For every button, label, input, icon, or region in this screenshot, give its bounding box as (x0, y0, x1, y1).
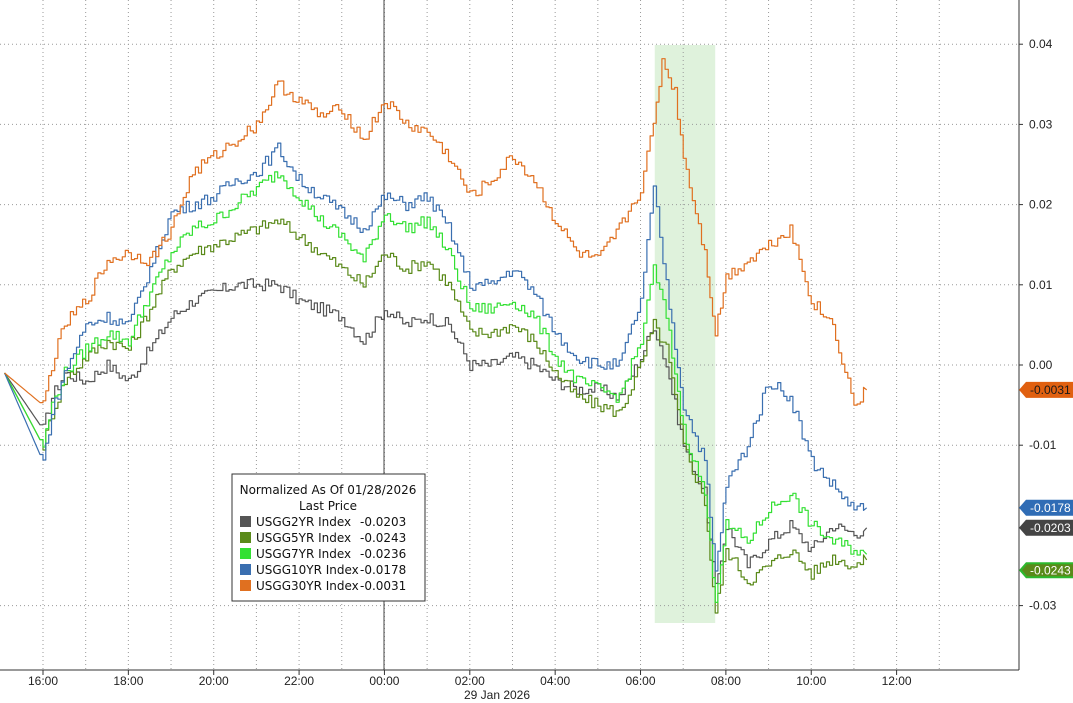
legend-items: USGG2YR Index -0.0203 USGG5YR Index -0.0243… (240, 515, 406, 593)
x-tick-label: 22:00 (284, 674, 314, 688)
y-tick-label: 0.03 (1029, 117, 1053, 131)
series-line-usgg30yr (4, 58, 868, 406)
last-price-tag: -0.0031 (1019, 381, 1073, 398)
highlight-band (654, 45, 716, 623)
legend-series-name: USGG10YR Index (256, 563, 359, 577)
y-tick-labels: 0.04 0.03 0.02 0.01 0.00 -0.01 -0.03 (1019, 37, 1057, 613)
last-price-tag-shape (1019, 499, 1073, 516)
legend-title: Normalized As Of 01/28/2026 (240, 483, 417, 497)
y-tick-label: 0.04 (1029, 37, 1053, 51)
y-tick-label: 0.00 (1029, 358, 1053, 372)
x-tick-label: 20:00 (199, 674, 229, 688)
last-price-tag-shape (1019, 381, 1073, 398)
legend-series-value: -0.0203 (360, 515, 406, 529)
x-tick-label: 12:00 (882, 674, 912, 688)
legend-series-name: USGG2YR Index (256, 515, 351, 529)
legend-series-value: -0.0243 (360, 531, 406, 545)
last-price-tag-shape (1019, 519, 1073, 536)
legend: Normalized As Of 01/28/2026 Last Price U… (231, 473, 426, 602)
legend-item: USGG2YR Index -0.0203 (240, 515, 406, 529)
legend-item: USGG7YR Index -0.0236 (240, 547, 406, 561)
x-tick-label: 00:00 (369, 674, 399, 688)
legend-series-value: -0.0236 (360, 547, 406, 561)
y-tick-label: 0.02 (1029, 198, 1053, 212)
last-price-tag: -0.0178 (1019, 499, 1073, 516)
y-tick-label: -0.03 (1029, 599, 1057, 613)
last-price-tags: -0.0031 -0.0178 -0.0203 -0.0243 (1019, 381, 1073, 579)
x-tick-label: 18:00 (113, 674, 143, 688)
legend-swatch (240, 516, 251, 527)
last-price-tag: -0.0243 (1019, 562, 1073, 579)
last-price-tag-label: -0.0178 (1030, 501, 1071, 515)
last-price-tag-label: -0.0203 (1030, 521, 1071, 535)
last-price-tag: -0.0203 (1019, 519, 1073, 536)
last-price-tag-inner (1022, 564, 1073, 577)
series-lines (4, 58, 868, 614)
y-tick-label: -0.01 (1029, 438, 1057, 452)
x-tick-label: 10:00 (796, 674, 826, 688)
legend-swatch (240, 532, 251, 543)
axes (0, 0, 1020, 671)
x-tick-labels: 16:00 18:00 20:00 22:00 00:00 02:00 04:00 06:00… (28, 670, 912, 688)
x-tick-label: 16:00 (28, 674, 58, 688)
legend-subtitle: Last Price (299, 499, 357, 513)
legend-swatch (240, 580, 251, 591)
legend-swatch (240, 564, 251, 575)
date-label: 29 Jan 2026 (464, 688, 530, 702)
y-tick-label: 0.01 (1029, 278, 1053, 292)
x-tick-label: 02:00 (455, 674, 485, 688)
legend-series-value: -0.0031 (360, 579, 406, 593)
series-line-usgg10yr (4, 142, 868, 572)
x-tick-label: 04:00 (540, 674, 570, 688)
x-tick-label: 08:00 (711, 674, 741, 688)
legend-series-name: USGG5YR Index (256, 531, 351, 545)
legend-series-name: USGG30YR Index (256, 579, 359, 593)
series-line-usgg7yr (4, 171, 868, 604)
legend-series-name: USGG7YR Index (256, 547, 351, 561)
legend-item: USGG5YR Index -0.0243 (240, 531, 406, 545)
series-line-usgg5yr (4, 218, 868, 614)
legend-series-value: -0.0178 (360, 563, 406, 577)
highlight-band-layer (654, 45, 716, 623)
legend-box (231, 473, 426, 602)
last-price-tag-label: -0.0243 (1030, 563, 1071, 577)
legend-item: USGG10YR Index -0.0178 (240, 563, 406, 577)
last-price-tag-label: -0.0031 (1030, 383, 1071, 397)
x-tick-label: 06:00 (626, 674, 656, 688)
legend-item: USGG30YR Index -0.0031 (240, 579, 406, 593)
legend-swatch (240, 548, 251, 559)
